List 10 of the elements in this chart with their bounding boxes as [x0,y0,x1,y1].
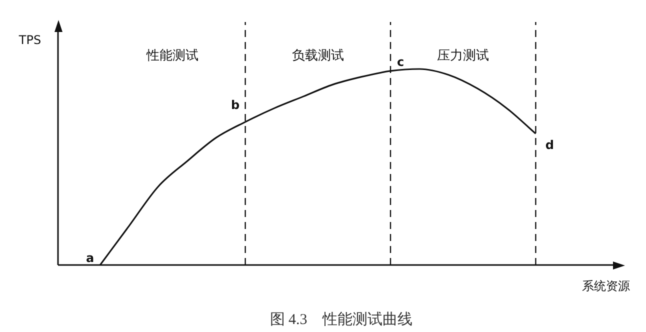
text: 压力测试 [437,48,490,64]
x-tick-label: b [231,98,240,112]
x-tick-label: d [545,138,554,152]
text: 负载测试 [292,48,344,64]
text: 图 4.3 性能测试曲线 [270,310,412,328]
y-axis-title: TPS [18,33,42,48]
x-tick-label: a [86,251,94,266]
text: 性能测试 [146,48,199,64]
x-axis-title: 系统资源 [582,279,630,294]
x-tick-label: c [396,55,404,70]
